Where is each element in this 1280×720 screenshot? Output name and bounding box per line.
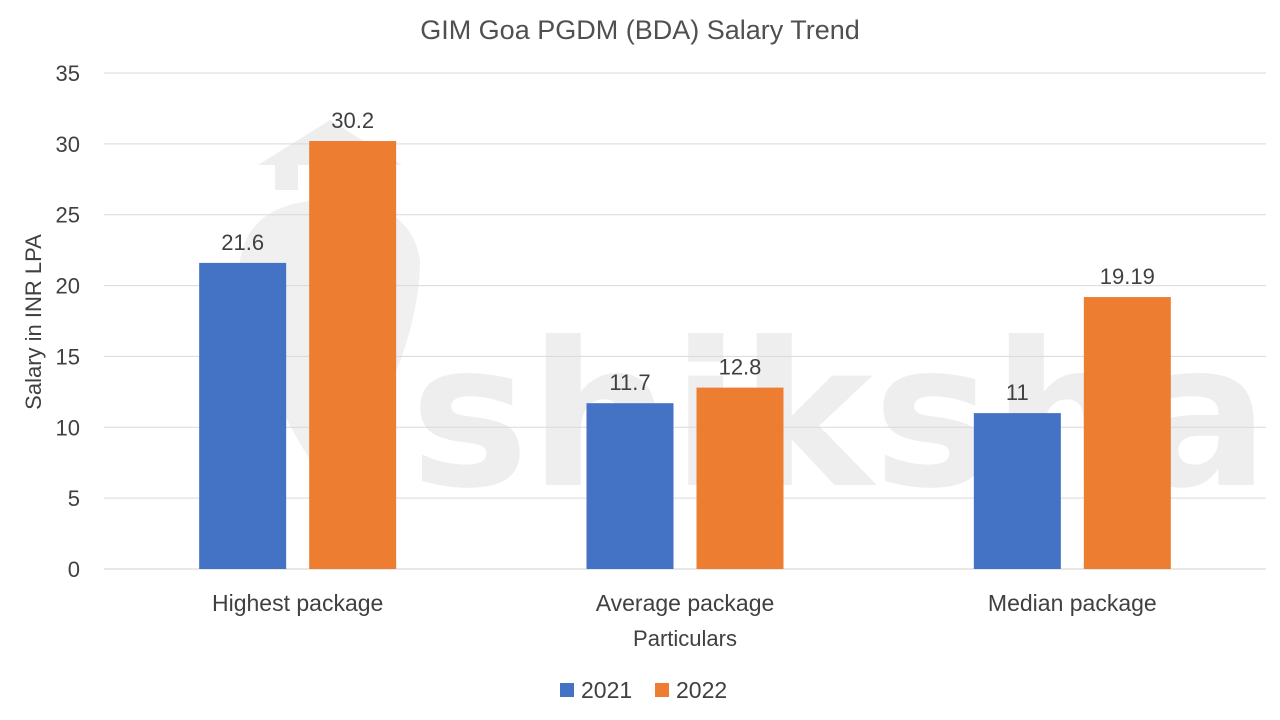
bar-2022-0 [309, 141, 397, 569]
gridlines [104, 72, 1266, 570]
data-label: 21.6 [221, 230, 264, 255]
legend: 2021 2022 [560, 677, 727, 703]
y-tick-label: 5 [68, 486, 80, 511]
chart-title: GIM Goa PGDM (BDA) Salary Trend [420, 15, 860, 45]
data-label: 12.8 [719, 355, 762, 380]
bars [199, 141, 1171, 569]
data-label: 30.2 [331, 108, 374, 133]
data-labels: 21.6 30.2 11.7 12.8 11 19.19 [221, 108, 1155, 405]
legend-label-2022: 2022 [676, 677, 727, 703]
bar-2022-2 [1083, 297, 1171, 569]
legend-swatch-2021 [560, 683, 574, 697]
y-tick-label: 15 [56, 344, 80, 369]
y-axis-title: Salary in INR LPA [21, 234, 46, 410]
x-category-label: Highest package [212, 590, 383, 616]
y-axis-ticks: 0 5 10 15 20 25 30 35 [56, 61, 80, 582]
data-label: 19.19 [1100, 264, 1155, 289]
x-axis-categories: Highest package Average package Median pac… [212, 590, 1157, 616]
legend-label-2021: 2021 [581, 677, 632, 703]
bar-2021-2 [973, 413, 1061, 569]
bar-2022-1 [696, 387, 784, 569]
legend-swatch-2022 [655, 683, 669, 697]
y-tick-label: 35 [56, 61, 80, 86]
x-axis-title: Particulars [633, 626, 737, 651]
data-label: 11.7 [609, 370, 650, 395]
bar-2021-1 [586, 403, 674, 569]
x-category-label: Median package [988, 590, 1157, 616]
y-tick-label: 10 [56, 415, 80, 440]
x-category-label: Average package [596, 590, 775, 616]
y-tick-label: 20 [56, 274, 80, 299]
y-tick-label: 0 [68, 557, 80, 582]
data-label: 11 [1006, 380, 1029, 405]
y-tick-label: 25 [56, 203, 80, 228]
y-tick-label: 30 [56, 132, 80, 157]
bar-2021-0 [199, 262, 287, 569]
